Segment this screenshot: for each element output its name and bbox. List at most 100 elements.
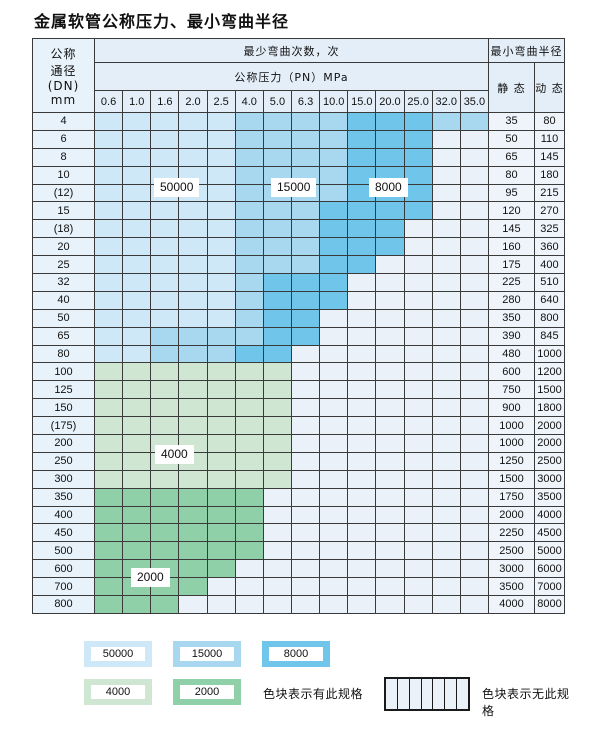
spec-cell <box>262 344 292 364</box>
table-header: 公称 通径 (DN) mm 最少弯曲次数，次 最小弯曲半径 公称压力（PN）MP… <box>32 38 565 113</box>
spec-cell <box>459 201 489 221</box>
spec-cell <box>150 129 180 149</box>
dn-value: 400 <box>32 505 95 525</box>
spec-cell <box>403 451 433 471</box>
dn-value: 15 <box>32 201 95 221</box>
dn-value: 20 <box>32 237 95 257</box>
dn-value: 800 <box>32 595 95 614</box>
value-tag-50000: 50000 <box>154 178 200 197</box>
radius-dynamic-value: 360 <box>533 237 565 257</box>
spec-cell <box>150 398 180 418</box>
spec-cell <box>459 112 489 131</box>
header-row-3: 0.6 1.0 1.6 2.0 2.5 4.0 5.0 6.3 10.0 15.0 20.0 25.0… <box>33 90 565 113</box>
spec-cell <box>403 595 433 614</box>
spec-cell <box>347 326 377 346</box>
spec-cell <box>347 308 377 328</box>
spec-cell <box>234 147 264 167</box>
spec-cell <box>431 577 461 597</box>
pressure-col-header-9: 15.0 <box>347 90 377 113</box>
spec-cell <box>347 523 377 543</box>
spec-cell <box>262 237 292 257</box>
spec-cell <box>122 255 152 275</box>
spec-cell <box>206 201 236 221</box>
spec-cell <box>347 112 377 131</box>
radius-static-value: 1750 <box>487 487 535 507</box>
spec-cell <box>431 487 461 507</box>
radius-dynamic-value: 800 <box>533 308 565 328</box>
radius-static-value: 35 <box>487 112 535 131</box>
spec-cell <box>234 255 264 275</box>
pressure-col-header-4: 2.5 <box>206 90 236 113</box>
table-row: 700 3500 7000 <box>32 577 565 597</box>
spec-cell <box>431 362 461 382</box>
spec-cell <box>319 290 349 310</box>
spec-cell <box>178 595 208 614</box>
table-row: 150 900 1800 <box>32 398 565 418</box>
legend-slice <box>422 679 434 709</box>
spec-cell <box>431 451 461 471</box>
dn-header-line-2: (DN) <box>47 78 80 93</box>
spec-cell <box>234 487 264 507</box>
table-row: 25 175 400 <box>32 255 565 275</box>
spec-cell <box>431 201 461 221</box>
spec-cell <box>319 344 349 364</box>
dn-value: (12) <box>32 183 95 203</box>
spec-cell <box>150 487 180 507</box>
spec-cell <box>206 469 236 489</box>
spec-cell <box>206 219 236 239</box>
spec-cell <box>375 380 405 400</box>
spec-cell <box>93 595 124 614</box>
spec-cell <box>403 165 433 185</box>
radius-dynamic-value: 180 <box>533 165 565 185</box>
spec-cell <box>290 577 321 597</box>
spec-cell <box>234 595 264 614</box>
spec-cell <box>262 219 292 239</box>
spec-cell <box>290 344 321 364</box>
spec-cell <box>319 165 349 185</box>
spec-cell <box>347 559 377 579</box>
spec-cell <box>234 362 264 382</box>
spec-cell <box>375 147 405 167</box>
spec-cell <box>459 523 489 543</box>
spec-cell <box>375 434 405 453</box>
spec-cell <box>290 255 321 275</box>
spec-cell <box>206 147 236 167</box>
spec-cell <box>290 273 321 292</box>
spec-cell <box>262 380 292 400</box>
spec-cell <box>93 398 124 418</box>
spec-cell <box>431 344 461 364</box>
spec-cell <box>290 362 321 382</box>
legend-slice <box>386 679 398 709</box>
spec-cell <box>347 129 377 149</box>
spec-cell <box>319 183 349 203</box>
value-tag-4000: 4000 <box>155 445 194 464</box>
spec-cell <box>178 273 208 292</box>
table-row: (175) 1000 2000 <box>32 416 565 436</box>
spec-cell <box>459 380 489 400</box>
spec-cell <box>122 290 152 310</box>
spec-cell <box>206 326 236 346</box>
spec-cell <box>459 487 489 507</box>
spec-cell <box>403 183 433 203</box>
spec-cell <box>403 273 433 292</box>
pressure-col-header-0: 0.6 <box>93 90 124 113</box>
spec-cell <box>375 398 405 418</box>
radius-dynamic-value: 845 <box>533 326 565 346</box>
legend-chip-50000: 50000 <box>84 641 152 667</box>
spec-cell <box>431 559 461 579</box>
spec-cell <box>234 469 264 489</box>
spec-cell <box>262 505 292 525</box>
spec-cell <box>93 505 124 525</box>
spec-cell <box>93 577 124 597</box>
radius-dynamic-value: 6000 <box>533 559 565 579</box>
radius-dynamic-value: 2000 <box>533 416 565 436</box>
spec-cell <box>431 469 461 489</box>
spec-cell <box>262 308 292 328</box>
spec-cell <box>206 451 236 471</box>
table-row: 300 1500 3000 <box>32 469 565 489</box>
spec-cell <box>431 165 461 185</box>
radius-static-value: 1500 <box>487 469 535 489</box>
spec-cell <box>319 398 349 418</box>
pressure-col-header-1: 1.0 <box>122 90 152 113</box>
spec-cell <box>319 469 349 489</box>
